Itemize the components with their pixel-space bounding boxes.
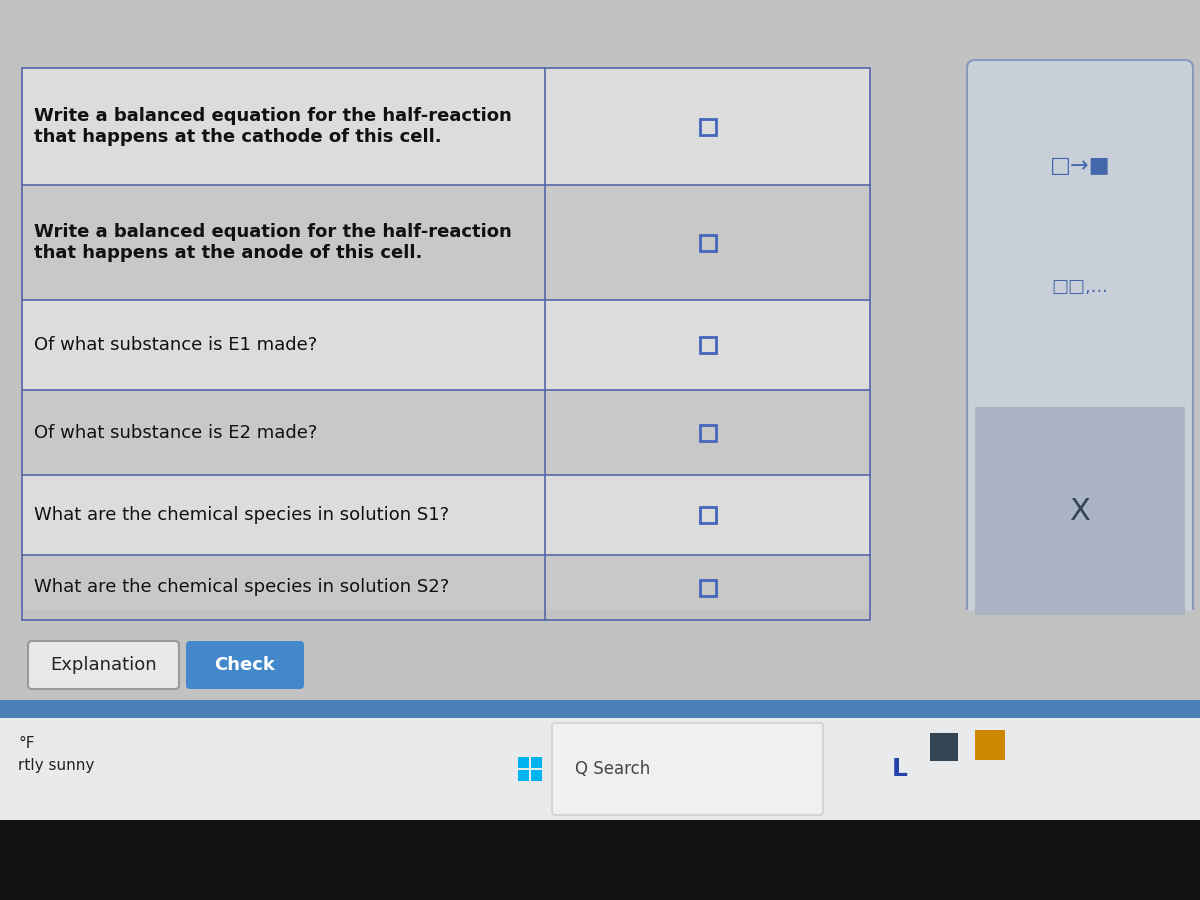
FancyBboxPatch shape	[186, 641, 304, 689]
Bar	[0, 610, 1200, 700]
Bar	[0, 700, 1200, 718]
Text: What are the chemical species in solution S1?: What are the chemical species in solutio…	[34, 506, 449, 524]
Bar	[700, 119, 715, 134]
Text: □→■: □→■	[1050, 157, 1110, 176]
Bar	[700, 580, 715, 596]
FancyBboxPatch shape	[552, 723, 823, 815]
Bar	[22, 475, 870, 555]
Bar	[700, 235, 715, 250]
FancyBboxPatch shape	[967, 60, 1193, 623]
Text: °F: °F	[18, 736, 35, 751]
Bar	[700, 425, 715, 440]
Bar	[700, 337, 715, 353]
Bar	[22, 68, 870, 620]
Bar	[518, 770, 529, 781]
Bar	[22, 555, 870, 620]
Text: Q Search: Q Search	[575, 760, 650, 778]
Text: Of what substance is E1 made?: Of what substance is E1 made?	[34, 336, 317, 354]
Text: X: X	[1069, 497, 1091, 526]
Text: Check: Check	[215, 656, 276, 674]
Bar	[22, 68, 870, 185]
Text: L: L	[892, 757, 908, 781]
Text: Explanation: Explanation	[50, 656, 157, 674]
Text: Write a balanced equation for the half-reaction
that happens at the anode of thi: Write a balanced equation for the half-r…	[34, 223, 511, 262]
Text: What are the chemical species in solution S2?: What are the chemical species in solutio…	[34, 579, 449, 597]
Bar	[0, 820, 1200, 900]
Bar	[22, 390, 870, 475]
Bar	[22, 185, 870, 300]
Text: Write a balanced equation for the half-reaction
that happens at the cathode of t: Write a balanced equation for the half-r…	[34, 107, 511, 146]
Bar	[530, 757, 542, 768]
Bar	[22, 300, 870, 390]
Bar	[0, 718, 1200, 820]
Bar	[518, 757, 529, 768]
Bar	[530, 770, 542, 781]
Bar	[700, 507, 715, 523]
Bar	[974, 407, 1186, 615]
Text: Of what substance is E2 made?: Of what substance is E2 made?	[34, 424, 317, 442]
FancyBboxPatch shape	[28, 641, 179, 689]
Text: rtly sunny: rtly sunny	[18, 758, 95, 773]
Bar	[974, 407, 1186, 615]
Bar	[930, 733, 958, 761]
Bar	[974, 730, 1006, 760]
Text: □□,...: □□,...	[1051, 278, 1109, 296]
